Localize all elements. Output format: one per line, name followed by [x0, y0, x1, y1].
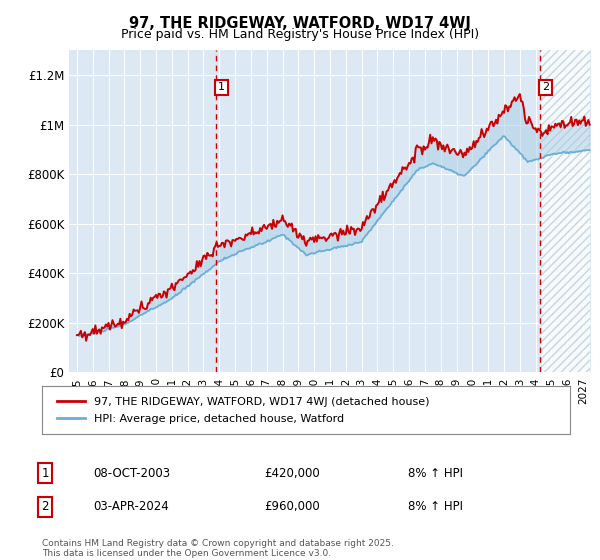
Text: £420,000: £420,000	[264, 466, 320, 480]
Text: 2: 2	[542, 82, 549, 92]
Text: 03-APR-2024: 03-APR-2024	[93, 500, 169, 514]
Text: Price paid vs. HM Land Registry's House Price Index (HPI): Price paid vs. HM Land Registry's House …	[121, 28, 479, 41]
Text: 8% ↑ HPI: 8% ↑ HPI	[408, 500, 463, 514]
Text: 97, THE RIDGEWAY, WATFORD, WD17 4WJ: 97, THE RIDGEWAY, WATFORD, WD17 4WJ	[129, 16, 471, 31]
Text: 1: 1	[41, 466, 49, 480]
Text: 1: 1	[218, 82, 225, 92]
Text: 08-OCT-2003: 08-OCT-2003	[93, 466, 170, 480]
Text: 2: 2	[41, 500, 49, 514]
Text: £960,000: £960,000	[264, 500, 320, 514]
Text: 8% ↑ HPI: 8% ↑ HPI	[408, 466, 463, 480]
Legend: 97, THE RIDGEWAY, WATFORD, WD17 4WJ (detached house), HPI: Average price, detach: 97, THE RIDGEWAY, WATFORD, WD17 4WJ (det…	[53, 393, 434, 428]
Text: Contains HM Land Registry data © Crown copyright and database right 2025.
This d: Contains HM Land Registry data © Crown c…	[42, 539, 394, 558]
